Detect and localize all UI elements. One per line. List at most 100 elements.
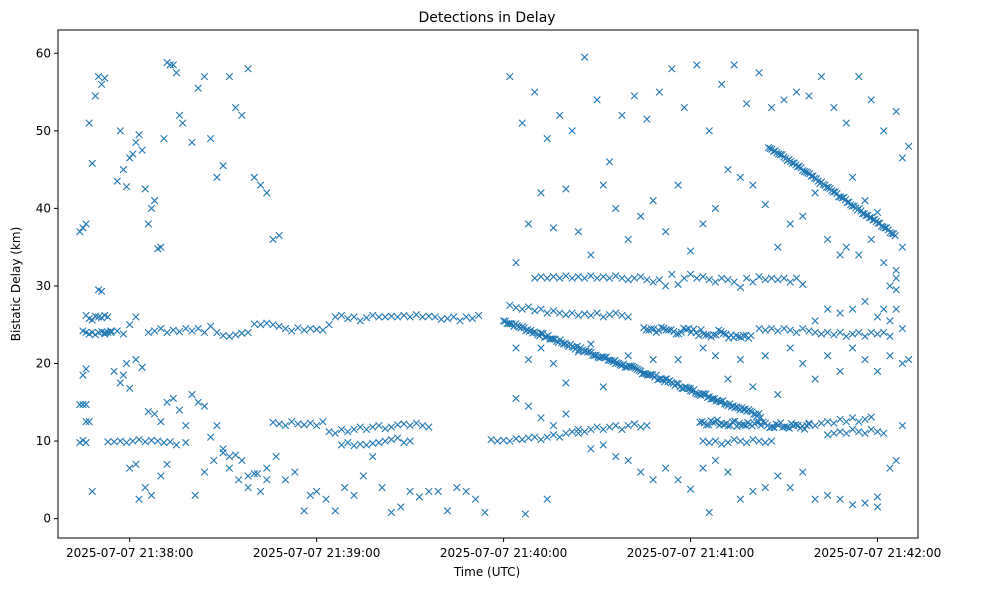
- data-point: [562, 272, 570, 280]
- data-point: [250, 320, 258, 328]
- data-point: [711, 437, 720, 445]
- x-axis-label: Time (UTC): [453, 565, 520, 579]
- data-point: [783, 423, 791, 431]
- data-point: [731, 404, 739, 412]
- data-point: [541, 333, 549, 342]
- data-point: [191, 491, 199, 500]
- data-point: [599, 425, 607, 434]
- data-point: [200, 402, 209, 410]
- data-point: [125, 464, 134, 472]
- data-point: [898, 421, 907, 430]
- data-point: [225, 464, 234, 472]
- data-point: [587, 425, 595, 434]
- data-point: [219, 162, 227, 170]
- data-point: [848, 425, 857, 434]
- data-point: [468, 314, 477, 323]
- data-point: [169, 61, 177, 69]
- data-point: [855, 251, 863, 259]
- data-point: [873, 428, 882, 436]
- data-point: [82, 400, 90, 409]
- data-point: [356, 423, 364, 431]
- data-point: [587, 311, 595, 320]
- data-point: [842, 119, 851, 127]
- data-point: [225, 452, 234, 461]
- data-point: [549, 335, 557, 343]
- data-point: [369, 452, 377, 461]
- data-point: [418, 421, 427, 430]
- data-point: [512, 303, 520, 312]
- data-point: [747, 331, 755, 340]
- data-point: [859, 209, 867, 218]
- data-point: [811, 421, 819, 430]
- data-point: [693, 274, 701, 282]
- data-point: [524, 303, 533, 311]
- data-point: [661, 464, 670, 472]
- data-point: [306, 491, 315, 500]
- data-point: [823, 491, 832, 500]
- data-point: [880, 328, 888, 337]
- data-point: [873, 493, 882, 501]
- data-point: [645, 371, 653, 379]
- data-point: [785, 424, 794, 432]
- data-point: [135, 131, 143, 139]
- data-point: [157, 324, 165, 333]
- data-point: [91, 331, 100, 339]
- data-point: [387, 508, 396, 517]
- y-tick-label: 0: [43, 512, 51, 526]
- data-point: [873, 313, 882, 321]
- data-point: [861, 196, 869, 205]
- data-point: [194, 398, 202, 406]
- data-point: [618, 274, 626, 282]
- data-point: [761, 276, 770, 284]
- data-point: [630, 92, 639, 100]
- data-point: [163, 58, 171, 67]
- data-point: [119, 330, 128, 338]
- y-tick-label: 20: [36, 356, 51, 370]
- data-point: [880, 258, 888, 267]
- data-point: [843, 198, 851, 207]
- data-point: [369, 439, 377, 448]
- data-point: [434, 487, 442, 496]
- data-point: [668, 65, 676, 73]
- data-point: [163, 328, 171, 337]
- data-point: [113, 327, 121, 335]
- data-point: [144, 407, 153, 416]
- data-point: [375, 438, 383, 447]
- data-point: [724, 438, 732, 447]
- data-point: [830, 331, 838, 339]
- data-point: [886, 332, 894, 341]
- data-point: [689, 325, 698, 334]
- data-point: [147, 436, 156, 444]
- data-point: [281, 324, 290, 333]
- data-point: [225, 332, 234, 341]
- data-point: [736, 495, 745, 503]
- data-point: [792, 328, 801, 337]
- data-point: [724, 375, 732, 383]
- data-point: [555, 274, 564, 282]
- data-point: [144, 220, 153, 228]
- data-point: [331, 507, 340, 515]
- data-point: [518, 305, 526, 313]
- data-point: [244, 483, 252, 492]
- data-point: [647, 325, 655, 333]
- data-point: [799, 212, 807, 220]
- data-point: [337, 425, 346, 434]
- data-point: [636, 272, 645, 281]
- data-point: [704, 421, 713, 429]
- data-point: [362, 441, 371, 449]
- data-point: [132, 138, 140, 147]
- data-point: [768, 423, 776, 431]
- data-point: [817, 72, 826, 81]
- data-point: [160, 438, 168, 447]
- data-point: [888, 229, 896, 238]
- data-point: [599, 181, 607, 189]
- data-point: [680, 274, 688, 282]
- data-point: [624, 456, 632, 465]
- data-point: [898, 154, 907, 162]
- data-point: [531, 307, 539, 315]
- data-point: [811, 189, 819, 197]
- data-point: [886, 317, 894, 325]
- data-point: [599, 313, 607, 321]
- data-point: [294, 324, 302, 332]
- data-point: [531, 433, 539, 441]
